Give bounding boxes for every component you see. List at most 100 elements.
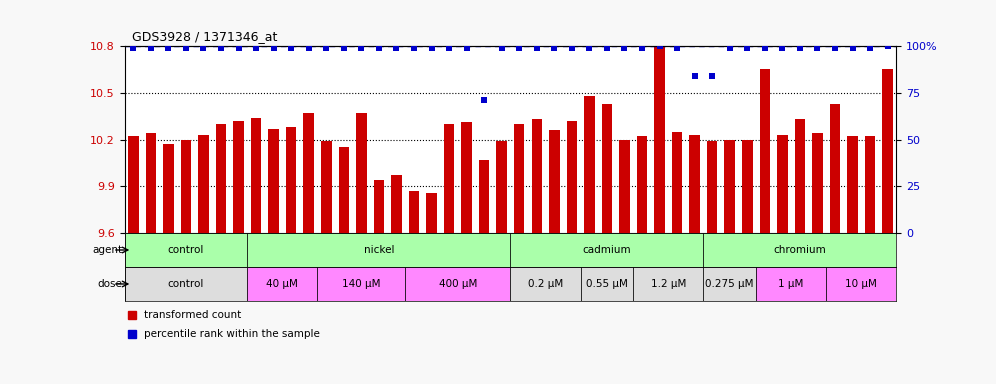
Bar — [549, 130, 560, 233]
FancyBboxPatch shape — [318, 267, 405, 301]
Text: percentile rank within the sample: percentile rank within the sample — [143, 329, 320, 339]
Point — [336, 45, 352, 51]
Point — [354, 45, 370, 51]
Bar — [321, 141, 332, 233]
Bar — [479, 160, 489, 233]
Point — [547, 45, 563, 51]
Point — [810, 45, 826, 51]
Bar — [128, 136, 138, 233]
Bar — [163, 144, 173, 233]
Point — [388, 45, 404, 51]
Text: transformed count: transformed count — [143, 310, 241, 320]
Bar — [180, 139, 191, 233]
Bar — [672, 132, 682, 233]
FancyBboxPatch shape — [510, 233, 703, 267]
Point — [195, 45, 211, 51]
Point — [617, 45, 632, 51]
Point — [213, 45, 229, 51]
Point — [458, 45, 474, 51]
Bar — [461, 122, 472, 233]
Point — [722, 45, 738, 51]
Bar — [812, 133, 823, 233]
Bar — [444, 124, 454, 233]
Point — [160, 45, 176, 51]
Bar — [251, 118, 261, 233]
Bar — [408, 191, 419, 233]
Text: 0.2 μM: 0.2 μM — [528, 279, 563, 289]
Text: dose: dose — [98, 279, 123, 289]
FancyBboxPatch shape — [247, 233, 510, 267]
Text: agent: agent — [93, 245, 123, 255]
Bar — [689, 135, 700, 233]
Point — [845, 45, 861, 51]
FancyBboxPatch shape — [405, 267, 510, 301]
Point — [441, 45, 457, 51]
FancyBboxPatch shape — [581, 267, 633, 301]
Point — [178, 45, 194, 51]
Bar — [707, 141, 717, 233]
Point — [792, 45, 808, 51]
Point — [511, 45, 527, 51]
Text: control: control — [167, 279, 204, 289]
Bar — [286, 127, 297, 233]
Point — [704, 73, 720, 79]
Point — [757, 45, 773, 51]
Bar — [830, 104, 841, 233]
Point — [863, 45, 878, 51]
Bar — [216, 124, 226, 233]
Point — [230, 45, 246, 51]
Bar — [374, 180, 384, 233]
Bar — [654, 46, 665, 233]
Point — [651, 43, 667, 49]
Point — [266, 45, 282, 51]
Text: 1 μM: 1 μM — [779, 279, 804, 289]
Bar — [268, 129, 279, 233]
Point — [686, 73, 702, 79]
Bar — [760, 70, 770, 233]
Bar — [602, 104, 613, 233]
FancyBboxPatch shape — [633, 267, 703, 301]
Bar — [777, 135, 788, 233]
Point — [634, 45, 650, 51]
Bar — [426, 192, 437, 233]
Text: 1.2 μM: 1.2 μM — [650, 279, 686, 289]
Bar — [145, 133, 156, 233]
Bar — [865, 136, 875, 233]
FancyBboxPatch shape — [510, 267, 581, 301]
Text: nickel: nickel — [364, 245, 394, 255]
Bar — [882, 70, 892, 233]
Point — [142, 45, 158, 51]
Text: 140 μM: 140 μM — [342, 279, 380, 289]
Point — [406, 45, 422, 51]
Bar — [848, 136, 858, 233]
Point — [739, 45, 755, 51]
Bar — [567, 121, 577, 233]
Point — [283, 45, 299, 51]
Point — [529, 45, 545, 51]
FancyBboxPatch shape — [756, 267, 827, 301]
FancyBboxPatch shape — [247, 267, 318, 301]
Bar — [198, 135, 209, 233]
Text: 0.275 μM: 0.275 μM — [705, 279, 754, 289]
Text: 400 μM: 400 μM — [438, 279, 477, 289]
Point — [423, 45, 439, 51]
Point — [319, 45, 335, 51]
Text: 10 μM: 10 μM — [846, 279, 877, 289]
Point — [582, 45, 598, 51]
FancyBboxPatch shape — [124, 267, 247, 301]
Bar — [795, 119, 805, 233]
Bar — [496, 141, 507, 233]
Point — [371, 45, 386, 51]
Point — [599, 45, 615, 51]
Point — [494, 45, 510, 51]
Text: chromium: chromium — [774, 245, 827, 255]
Bar — [391, 175, 401, 233]
FancyBboxPatch shape — [703, 233, 896, 267]
Text: GDS3928 / 1371346_at: GDS3928 / 1371346_at — [132, 30, 278, 43]
Bar — [620, 139, 629, 233]
Bar — [304, 113, 314, 233]
Point — [775, 45, 791, 51]
Text: 40 μM: 40 μM — [267, 279, 299, 289]
Point — [669, 45, 685, 51]
Bar — [339, 147, 349, 233]
